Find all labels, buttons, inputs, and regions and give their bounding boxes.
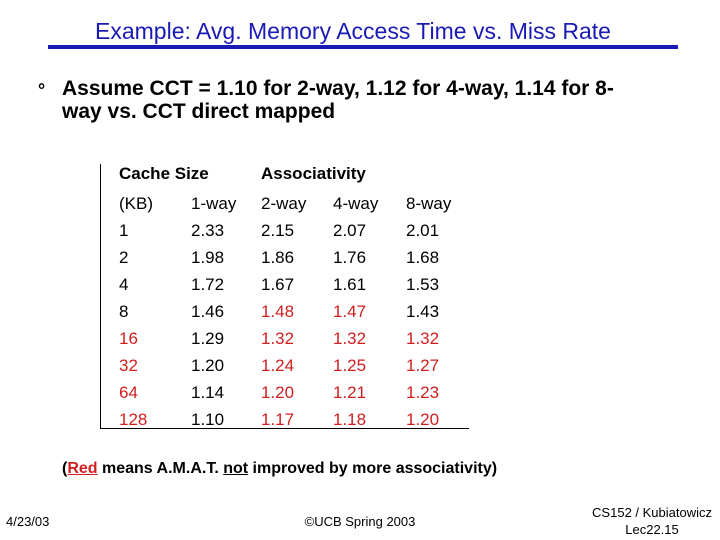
amat-cell: 1.46 (191, 302, 225, 321)
column-header-kb: (KB) (119, 194, 153, 213)
amat-cell: 1.10 (191, 410, 225, 429)
amat-cell: 1.20 (191, 356, 225, 375)
footer-course: CS152 / Kubiatowicz (592, 505, 712, 520)
amat-cell: 2.07 (333, 221, 367, 240)
amat-cell: 1.24 (261, 356, 295, 375)
cache-size-cell: 8 (119, 302, 129, 321)
footer-date: 4/23/03 (6, 514, 50, 529)
footnote-rest: improved by more associativity) (248, 460, 498, 477)
amat-cell: 1.21 (333, 383, 367, 402)
cache-size-cell: 2 (119, 248, 129, 267)
amat-cell: 1.43 (406, 302, 440, 321)
footer-copyright: ©UCB Spring 2003 (304, 514, 416, 529)
amat-cell: 1.29 (191, 329, 225, 348)
amat-cell: 1.76 (333, 248, 367, 267)
amat-cell: 1.86 (261, 248, 295, 267)
amat-cell: 1.32 (333, 329, 367, 348)
amat-cell: 1.32 (406, 329, 440, 348)
group-header-associativity: Associativity (261, 164, 366, 183)
amat-table: Cache Size Associativity (KB) 1-way 2-way 4… (100, 164, 469, 429)
amat-cell: 1.23 (406, 383, 440, 402)
footnote-mid: means A.M.A.T. (97, 460, 224, 477)
amat-cell: 1.98 (191, 248, 225, 267)
footnote: (Red means A.M.A.T. not improved by more… (62, 460, 497, 478)
footnote-red-word: Red (67, 460, 98, 477)
cache-size-cell: 64 (119, 383, 138, 402)
group-header-cache-size: Cache Size (119, 164, 209, 183)
slide-title: Example: Avg. Memory Access Time vs. Mis… (95, 18, 611, 44)
column-header-2-way: 2-way (261, 194, 307, 213)
amat-cell: 1.20 (261, 383, 295, 402)
amat-cell: 1.18 (333, 410, 367, 429)
title-underline (48, 45, 678, 49)
cache-size-cell: 128 (119, 410, 148, 429)
amat-cell: 1.61 (333, 275, 367, 294)
amat-cell: 1.27 (406, 356, 440, 375)
amat-cell: 1.48 (261, 302, 295, 321)
footnote-not-word: not (223, 460, 249, 477)
column-header-8-way: 8-way (406, 194, 452, 213)
amat-cell: 1.47 (333, 302, 367, 321)
cache-size-cell: 1 (119, 221, 129, 240)
column-header-4-way: 4-way (333, 194, 379, 213)
amat-cell: 1.68 (406, 248, 440, 267)
cache-size-cell: 32 (119, 356, 138, 375)
footer-lecture: Lec22.15 (625, 522, 679, 537)
column-header-1-way: 1-way (191, 194, 237, 213)
amat-cell: 1.72 (191, 275, 225, 294)
amat-cell: 1.67 (261, 275, 295, 294)
amat-cell: 1.20 (406, 410, 440, 429)
cache-size-cell: 4 (119, 275, 129, 294)
amat-cell: 1.25 (333, 356, 367, 375)
amat-cell: 1.17 (261, 410, 295, 429)
cache-size-cell: 16 (119, 329, 138, 348)
amat-cell: 2.33 (191, 221, 225, 240)
footer-course-info: CS152 / Kubiatowicz Lec22.15 (592, 504, 712, 538)
bullet-line-2: way vs. CCT direct mapped (62, 100, 336, 123)
amat-cell: 1.32 (261, 329, 295, 348)
amat-cell: 2.15 (261, 221, 295, 240)
bullet-marker: ° (38, 80, 46, 100)
footnote-open: ( (62, 460, 68, 477)
amat-cell: 1.14 (191, 383, 225, 402)
bullet-line-1: Assume CCT = 1.10 for 2-way, 1.12 for 4-… (62, 77, 614, 100)
bullet-text: Assume CCT = 1.10 for 2-way, 1.12 for 4-… (62, 77, 702, 123)
amat-cell: 2.01 (406, 221, 440, 240)
amat-cell: 1.53 (406, 275, 440, 294)
